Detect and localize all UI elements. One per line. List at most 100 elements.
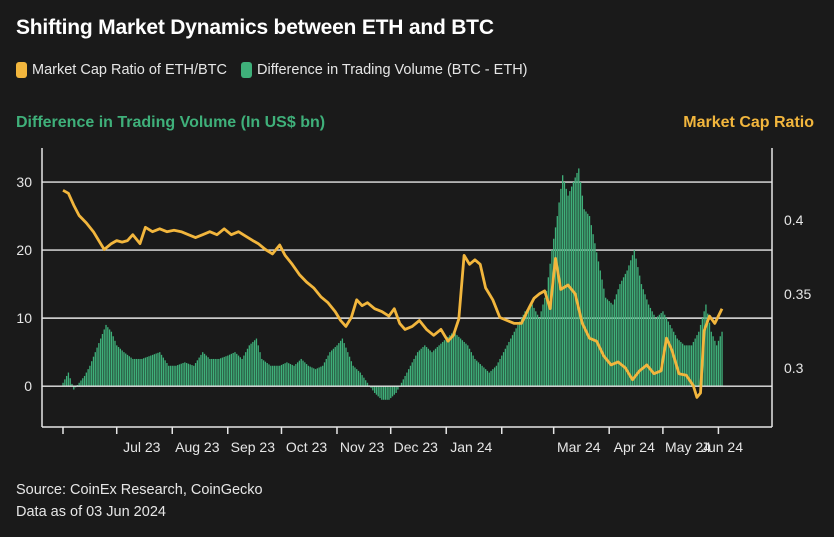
- volume-bar: [373, 386, 376, 393]
- volume-bar: [619, 284, 621, 387]
- volume-bar: [716, 345, 718, 387]
- volume-bar: [563, 182, 566, 387]
- volume-bar: [411, 362, 413, 387]
- volume-bar: [382, 386, 385, 400]
- volume-bar: [153, 354, 156, 387]
- volume-bar: [327, 355, 329, 387]
- volume-bar: [529, 306, 532, 387]
- volume-bar: [372, 386, 374, 391]
- volume-bar: [155, 353, 157, 387]
- volume-bar: [94, 352, 96, 387]
- volume-bar: [436, 347, 438, 387]
- volume-bar: [262, 360, 265, 387]
- volume-bar: [540, 311, 542, 387]
- volume-bar: [343, 343, 345, 387]
- volume-bar: [200, 354, 202, 387]
- volume-bar: [227, 355, 229, 387]
- volume-bar: [141, 358, 143, 387]
- volume-bar: [193, 365, 195, 387]
- volume-bar: [603, 288, 605, 387]
- volume-bar: [549, 263, 551, 387]
- gridlines: [42, 181, 772, 319]
- volume-bar: [682, 343, 684, 387]
- volume-bar: [481, 365, 483, 387]
- volume-bar: [415, 355, 417, 387]
- volume-bar: [361, 375, 363, 387]
- volume-bar: [545, 290, 548, 387]
- volume-bar: [280, 364, 283, 387]
- volume-bar: [110, 331, 113, 387]
- volume-bar: [82, 378, 84, 387]
- volume-bar: [608, 301, 610, 387]
- volume-bar: [173, 365, 175, 387]
- volume-bar: [605, 297, 607, 387]
- volume-bar: [194, 363, 197, 387]
- volume-bar: [408, 369, 410, 387]
- volume-bar: [590, 225, 592, 387]
- legend-item-volume: Difference in Trading Volume (BTC - ETH): [241, 62, 528, 78]
- volume-bar: [241, 358, 243, 387]
- tick-labels: 0 10 20 30 0.3 0.35 0.4 Jul 23 Aug 23 Sep 23 Oct 2…: [16, 174, 811, 455]
- volume-bar: [69, 378, 71, 387]
- x-tick-label: Jul 23: [123, 439, 161, 455]
- volume-bar: [431, 352, 433, 387]
- volume-bar: [144, 357, 147, 387]
- volume-bar: [92, 356, 95, 387]
- volume-bar: [470, 352, 472, 387]
- volume-bar: [535, 311, 537, 387]
- volume-bar: [277, 365, 279, 387]
- volume-bar: [594, 243, 596, 387]
- volume-bar: [212, 358, 215, 387]
- volume-bar: [447, 336, 449, 387]
- volume-bar: [246, 348, 249, 387]
- volume-bar: [320, 366, 322, 387]
- volume-bar: [322, 365, 324, 387]
- volume-bar: [587, 213, 589, 387]
- volume-bar: [467, 345, 469, 387]
- volume-bar: [175, 365, 177, 387]
- volume-bar: [665, 318, 668, 387]
- volume-bar: [425, 347, 428, 387]
- volume-bar: [420, 348, 422, 387]
- volume-bar: [699, 324, 702, 387]
- volume-bar: [348, 356, 351, 387]
- volume-bar: [209, 358, 211, 387]
- volume-bar: [513, 331, 515, 387]
- volume-bar: [395, 386, 397, 393]
- volume-bar: [162, 357, 164, 387]
- volume-bar: [85, 372, 87, 387]
- volume-bar: [583, 209, 585, 387]
- volume-bar: [445, 338, 447, 387]
- x-tick-label: Jan 24: [450, 439, 492, 455]
- ratio-line: [62, 189, 724, 399]
- volume-bar: [341, 338, 344, 387]
- volume-bar: [295, 364, 297, 387]
- volume-bar: [314, 369, 317, 387]
- volume-bar: [207, 357, 209, 387]
- volume-bar: [465, 343, 467, 387]
- volume-bar: [270, 365, 272, 387]
- volume-bar: [495, 365, 498, 387]
- volume-bar: [359, 372, 361, 387]
- volume-bar: [379, 386, 381, 399]
- volume-bar: [307, 365, 310, 387]
- volume-bar: [146, 356, 148, 387]
- volume-bar: [714, 340, 716, 387]
- volume-bar: [139, 358, 141, 387]
- volume-bar: [424, 345, 426, 387]
- volume-bar: [655, 318, 657, 387]
- volume-bar: [189, 364, 191, 387]
- volume-bar: [279, 365, 281, 387]
- volume-bar: [169, 365, 172, 387]
- volume-bar: [198, 357, 200, 387]
- volume-bar: [288, 363, 290, 387]
- volume-bar: [329, 352, 331, 387]
- volume-bar: [597, 261, 600, 387]
- volume-bar: [651, 311, 653, 387]
- volume-bar: [642, 289, 644, 387]
- volume-bar: [422, 347, 424, 387]
- volume-bar: [80, 380, 82, 387]
- volume-bar: [304, 362, 306, 387]
- volume-bar: [644, 294, 646, 387]
- volume-bar: [461, 340, 464, 387]
